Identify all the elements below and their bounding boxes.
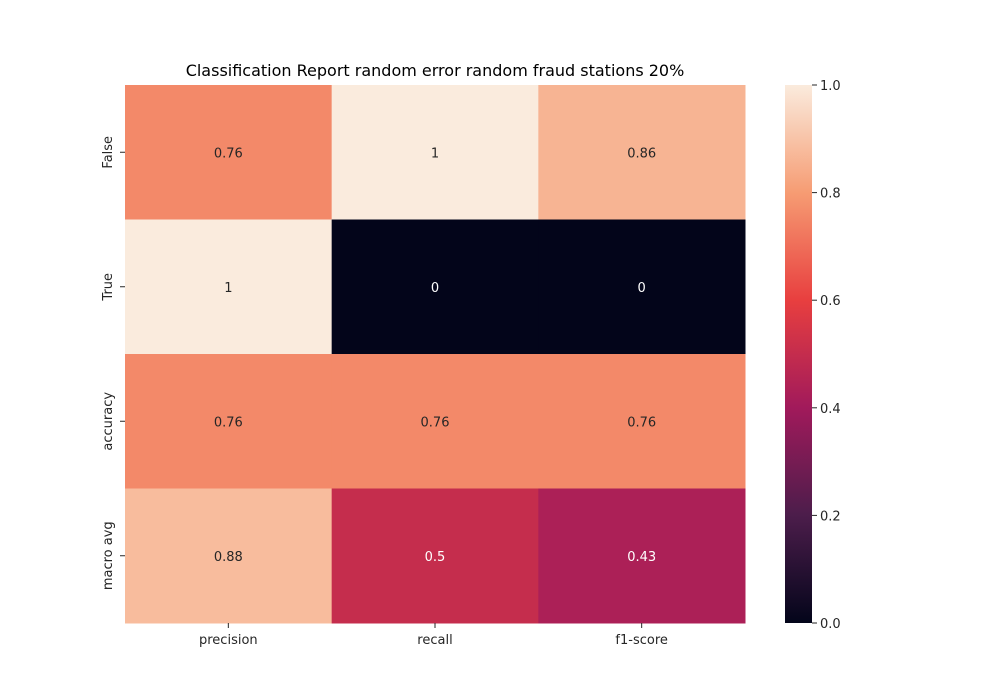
colorbar — [785, 85, 812, 623]
heatmap-cell — [125, 354, 333, 489]
colorbar-tick-label: 1.0 — [820, 79, 841, 94]
cell-label: 0.86 — [627, 146, 656, 161]
cell-label: 1 — [431, 146, 439, 161]
cell-label: 0.88 — [214, 550, 243, 565]
cell-label: 0.76 — [421, 415, 450, 430]
chart-title: Classification Report random error rando… — [186, 61, 685, 80]
heatmap-cell — [125, 85, 333, 220]
y-tick-label: True — [101, 273, 116, 302]
colorbar-tick-label: 0.8 — [820, 187, 841, 202]
heatmap-cell — [331, 488, 539, 624]
colorbar-gradient — [785, 85, 812, 623]
cell-label: 0.76 — [214, 146, 243, 161]
heatmap-cell — [125, 488, 333, 624]
heatmap-cells: 0.76 1 0.86 1 0 0 0.76 0.76 0.76 0.88 0.5 0.43 — [125, 85, 746, 624]
colorbar-tick-label: 0.6 — [820, 294, 841, 309]
cell-label: 0.76 — [214, 415, 243, 430]
y-tick-label: False — [101, 136, 116, 169]
heatmap-cell — [538, 219, 746, 355]
cell-label: 0.43 — [627, 550, 656, 565]
x-tick-label: precision — [199, 633, 258, 648]
x-tick-label: recall — [417, 633, 452, 648]
colorbar-tick-label: 0.0 — [820, 617, 841, 632]
heatmap-cell — [331, 354, 539, 489]
cell-label: 1 — [224, 281, 232, 296]
cell-label: 0.76 — [627, 415, 656, 430]
heatmap-cell — [331, 219, 539, 355]
heatmap-cell — [125, 219, 333, 355]
heatmap-cell — [538, 85, 746, 220]
colorbar-tick-label: 0.2 — [820, 509, 841, 524]
colorbar-tick-labels: 0.0 0.2 0.4 0.6 0.8 1.0 — [812, 79, 841, 632]
y-tick-label: accuracy — [101, 392, 116, 451]
heatmap-cell — [538, 488, 746, 624]
heatmap-cell — [331, 85, 539, 220]
x-tick-labels: precision recall f1-score — [199, 623, 668, 648]
cell-label: 0.5 — [425, 550, 446, 565]
y-tick-labels: False True accuracy macro avg — [101, 136, 125, 590]
y-tick-label: macro avg — [101, 521, 116, 590]
cell-label: 0 — [638, 281, 646, 296]
x-tick-label: f1-score — [615, 633, 667, 648]
colorbar-tick-label: 0.4 — [820, 402, 841, 417]
heatmap-cell — [538, 354, 746, 489]
cell-label: 0 — [431, 281, 439, 296]
